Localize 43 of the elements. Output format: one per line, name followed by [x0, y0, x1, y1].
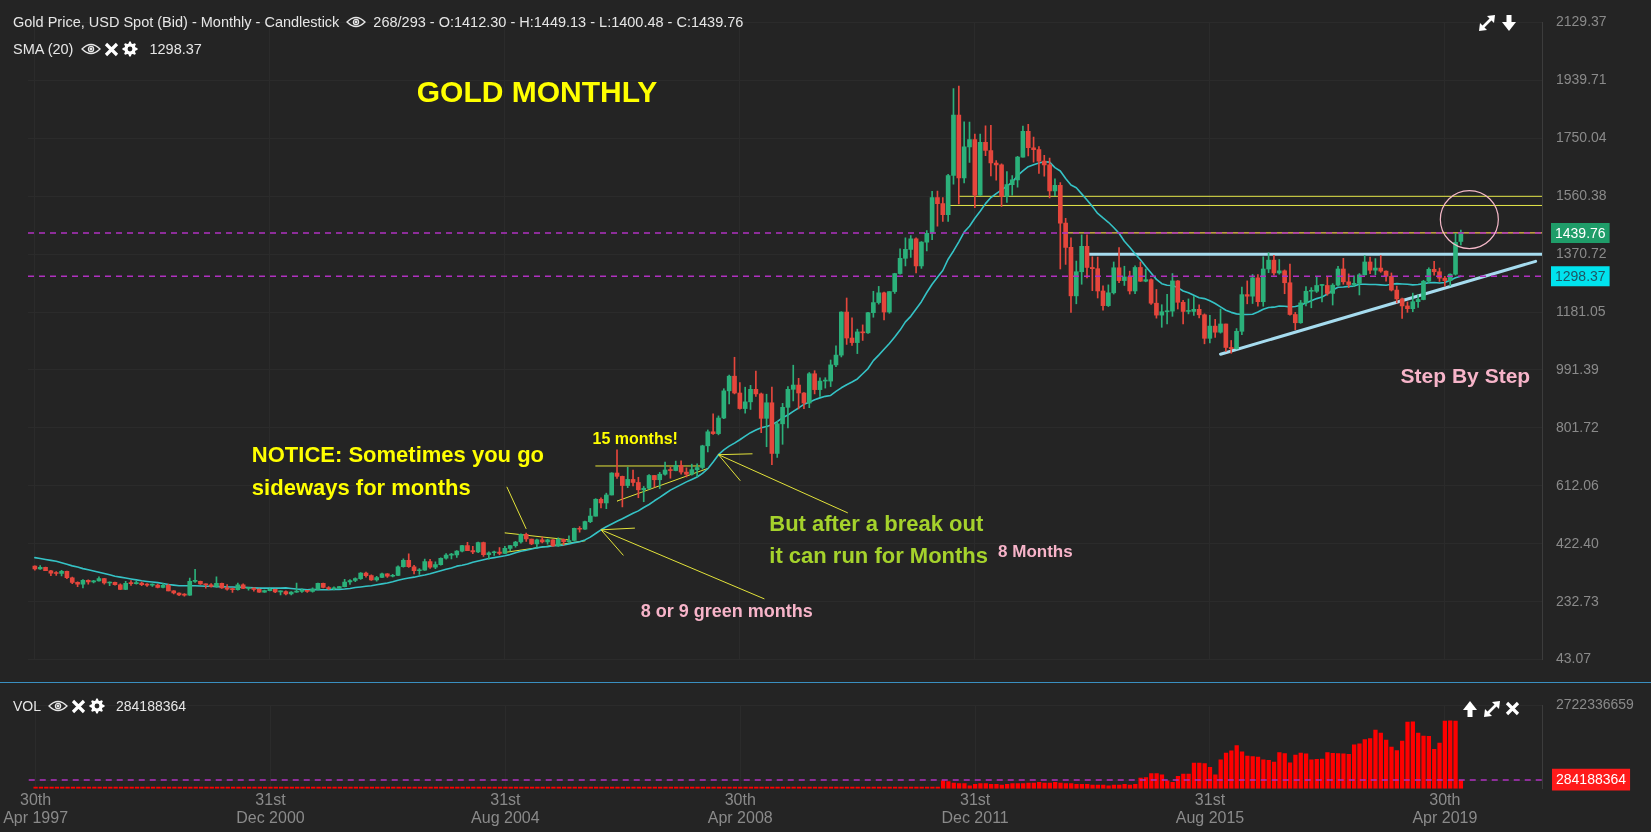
candlestick	[1159, 304, 1165, 328]
y-tick-label: 1560.38	[1556, 187, 1607, 204]
candlestick	[1244, 280, 1250, 305]
y-tick-label: 1939.71	[1556, 71, 1607, 88]
annotation: SMA (20)	[13, 40, 74, 58]
x-tick-label: 30th Apr 2019	[1412, 791, 1478, 826]
y-tick-label: 1181.05	[1556, 302, 1606, 319]
y-tick-label: 43.07	[1556, 650, 1592, 667]
y-tick-label: 2722336659	[1556, 696, 1635, 713]
chart-subtitle: Gold Price, USD Spot (Bid) - Monthly - Candlestick	[13, 13, 340, 31]
ref-line-label: 1298.37	[1555, 268, 1606, 285]
y-tick-label: 991.39	[1556, 360, 1600, 377]
candlestick	[1276, 259, 1282, 275]
x-tick-label: 31st Dec 2011	[941, 791, 1009, 826]
y-tick-label: 612.06	[1556, 476, 1600, 493]
x-tick-label: 30th Apr 1997	[3, 791, 69, 826]
annotation: 8 or 9 green months	[640, 599, 813, 622]
annotation: But after a break out it can run for Months	[769, 510, 990, 571]
y-tick-label: 1750.04	[1556, 129, 1607, 146]
y-tick-label: 2129.37	[1556, 13, 1607, 30]
y-tick-label: 284188364	[1556, 770, 1627, 787]
candlestick	[860, 324, 866, 341]
y-tick-label: 1370.72	[1556, 244, 1607, 261]
x-tick-label: 31st Dec 2000	[236, 791, 305, 826]
y-tick-label: 801.72	[1556, 418, 1600, 435]
candlestick	[710, 413, 716, 435]
annotation: 8 Months	[998, 541, 1073, 562]
ref-line-label: 1439.76	[1555, 224, 1606, 241]
bar	[1223, 752, 1229, 789]
x-tick-label: 31st Aug 2004	[471, 791, 540, 826]
annotation: NOTICE: Sometimes you go sideways for months	[251, 441, 545, 503]
y-tick-label: 232.73	[1556, 592, 1600, 609]
annotation: 268/293 - O:1412.30 - H:1449.13 - L:1400.48 - C:1439.76	[373, 13, 744, 31]
x-tick-label: 30th Apr 2008	[707, 791, 773, 826]
annotation: 15 months!	[592, 428, 678, 448]
annotation: 284188364	[116, 697, 187, 715]
x-tick-label: 31st Aug 2015	[1175, 791, 1245, 826]
chart-title: VOL	[13, 697, 42, 715]
text: GOLD MONTHLY	[416, 75, 658, 109]
annotation: 1298.37	[149, 40, 202, 58]
y-tick-label: 422.40	[1556, 534, 1600, 551]
annotation: Step By Step	[1400, 363, 1531, 389]
candlestick	[1143, 268, 1149, 283]
